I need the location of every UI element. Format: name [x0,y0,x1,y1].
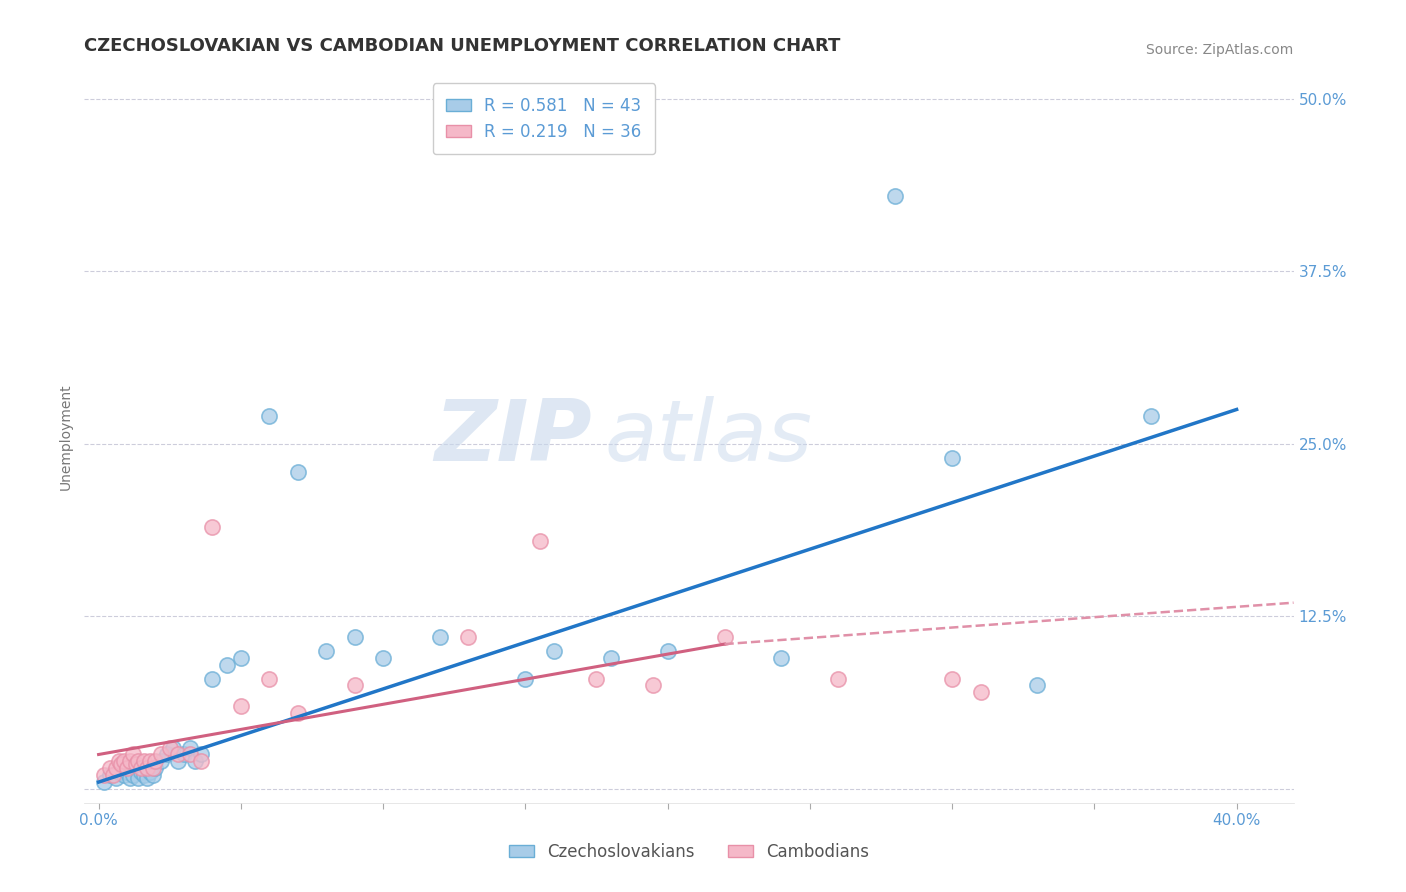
Point [190,755,212,769]
Point [136,761,159,775]
Point [259,409,281,424]
Text: ZIP: ZIP [434,395,592,479]
Point [529,533,551,548]
Point [142,761,165,775]
Point [179,740,201,755]
Point [229,651,252,665]
Point [127,771,149,785]
Text: atlas: atlas [605,395,813,479]
Point [287,706,309,720]
Point [201,520,224,534]
Point [315,644,337,658]
Point [127,755,149,769]
Point [599,651,621,665]
Point [115,761,138,775]
Point [457,630,479,644]
Point [770,651,793,665]
Point [969,685,991,699]
Point [145,761,167,775]
Point [107,765,129,780]
Point [118,771,141,785]
Text: CZECHOSLOVAKIAN VS CAMBODIAN UNEMPLOYMENT CORRELATION CHART: CZECHOSLOVAKIAN VS CAMBODIAN UNEMPLOYMEN… [84,37,841,54]
Legend: Czechoslovakians, Cambodians: Czechoslovakians, Cambodians [502,837,876,868]
Point [129,761,152,775]
Point [1026,678,1049,692]
Point [159,740,181,755]
Point [104,771,127,785]
Point [1140,409,1163,424]
Point [93,775,115,789]
Point [585,672,607,686]
Point [145,755,167,769]
Point [98,768,121,782]
Point [93,768,115,782]
Point [150,747,173,762]
Point [884,188,907,202]
Point [115,765,138,780]
Point [190,747,212,762]
Point [429,630,451,644]
Point [118,755,141,769]
Point [107,755,129,769]
Point [173,747,195,762]
Point [121,768,143,782]
Point [124,761,146,775]
Point [643,678,665,692]
Point [543,644,565,658]
Point [104,761,127,775]
Point [343,678,366,692]
Point [515,672,537,686]
Point [167,747,190,762]
Point [179,747,201,762]
Point [156,747,179,762]
Point [124,757,146,772]
Point [162,740,184,755]
Point [139,765,162,780]
Point [941,450,963,465]
Point [121,747,143,762]
Point [215,657,238,672]
Point [110,757,132,772]
Point [184,755,207,769]
Point [657,644,679,658]
Point [941,672,963,686]
Point [101,768,124,782]
Point [229,699,252,714]
Point [201,672,224,686]
Point [112,768,135,782]
Point [343,630,366,644]
Point [713,630,735,644]
Point [98,761,121,775]
Point [139,755,162,769]
Point [150,755,173,769]
Point [827,672,849,686]
Point [110,761,132,775]
Point [129,765,152,780]
Point [112,755,135,769]
Point [371,651,394,665]
Point [259,672,281,686]
Point [167,755,190,769]
Point [287,465,309,479]
Point [142,768,165,782]
Y-axis label: Unemployment: Unemployment [59,384,73,491]
Point [132,755,155,769]
Point [136,771,159,785]
Point [132,768,155,782]
Text: Source: ZipAtlas.com: Source: ZipAtlas.com [1146,43,1294,57]
